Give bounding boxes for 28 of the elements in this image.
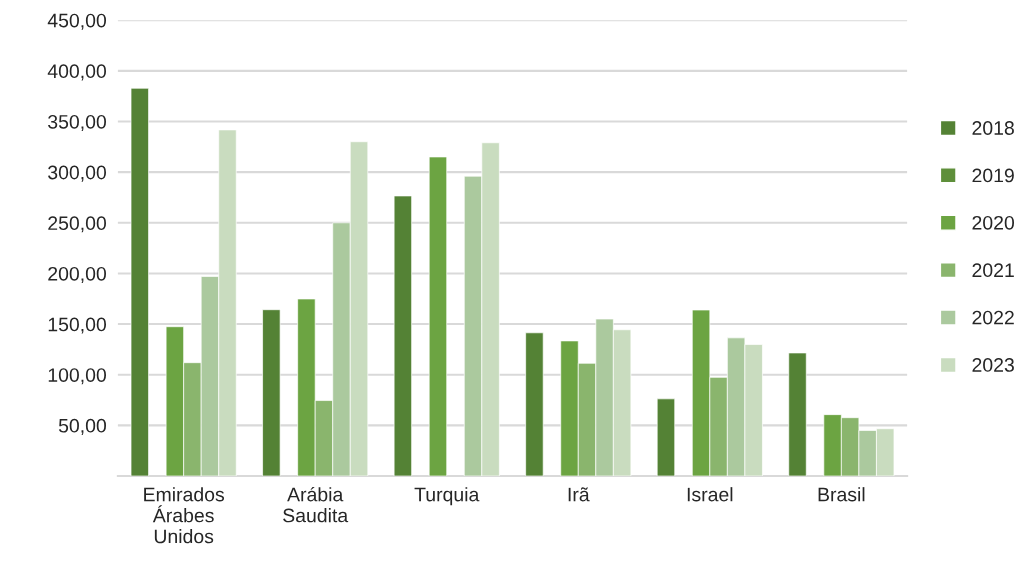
bar (262, 309, 281, 477)
x-tick-label: Israel (687, 487, 733, 502)
x-tick-label: Brasil (818, 487, 865, 502)
x-tick-label: Emirados Árabes Unidos (144, 487, 225, 544)
bar (130, 87, 149, 477)
y-tick-label: 400,00 (47, 64, 107, 81)
y-tick-label: 50,00 (58, 418, 107, 435)
bar (525, 332, 544, 477)
x-tick-label: Turquia (414, 487, 480, 506)
bar (788, 352, 807, 477)
y-tick-label: 200,00 (48, 266, 107, 283)
y-tick-label: 350,00 (48, 114, 107, 132)
y-tick-label: 100,00 (48, 368, 107, 385)
bar (393, 195, 412, 477)
legend-label: 2023 (972, 358, 1014, 372)
x-tick-label: Irã (568, 487, 590, 502)
y-tick-label: 150,00 (48, 317, 107, 334)
legend-label: 2020 (972, 215, 1015, 230)
bar (656, 398, 676, 477)
bar (428, 156, 448, 477)
y-tick-label: 450,00 (47, 13, 107, 30)
legend-label: 2021 (972, 263, 1014, 278)
legend-label: 2018 (972, 121, 1014, 135)
legend-label: 2022 (972, 310, 1014, 325)
x-tick-label: Arábia Saudita (283, 486, 349, 523)
y-tick-label: 300,00 (48, 165, 107, 182)
y-tick-label: 250,00 (48, 216, 107, 233)
legend-label: 2019 (972, 168, 1014, 183)
